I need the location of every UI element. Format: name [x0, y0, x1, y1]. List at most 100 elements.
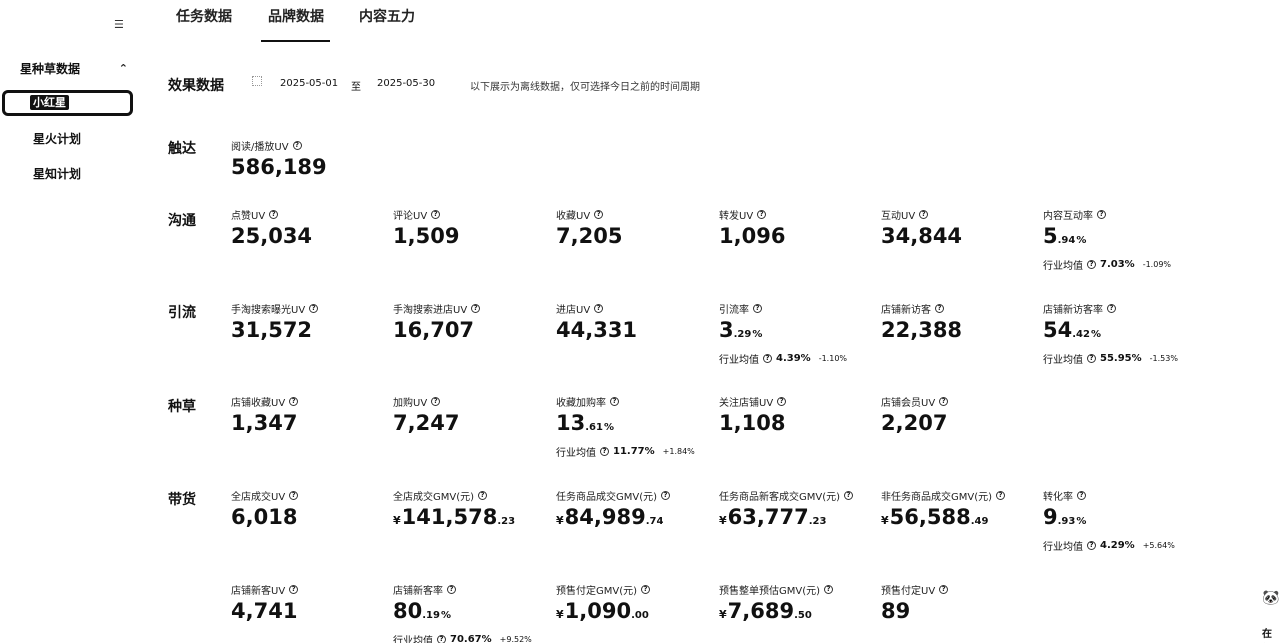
metric-card: 任务商品新客成交GMV(元)? ¥63,777.23	[719, 488, 879, 535]
metric-label-row: 转发UV?	[719, 207, 879, 222]
help-icon[interactable]: ?	[1097, 209, 1106, 219]
metric-label: 非任务商品成交GMV(元)	[881, 491, 993, 503]
help-icon[interactable]: ?	[437, 635, 446, 643]
help-icon[interactable]: ?	[292, 140, 302, 150]
help-icon[interactable]: ?	[431, 396, 441, 406]
help-icon[interactable]: ?	[757, 209, 767, 219]
help-icon[interactable]: ?	[1087, 541, 1096, 550]
metric-value-decimal: .42	[1072, 329, 1090, 340]
sidebar-group-header[interactable]: 星种草数据 ⌃	[20, 59, 130, 77]
metric-label-row: 预售付定GMV(元)?	[556, 582, 716, 597]
help-icon[interactable]: ?	[824, 584, 834, 594]
help-icon[interactable]: ?	[447, 584, 456, 594]
metric-value: 1,347	[231, 410, 391, 436]
metric-value-decimal: .23	[497, 516, 516, 527]
help-icon[interactable]: ?	[289, 396, 299, 406]
help-icon[interactable]: ?	[641, 584, 651, 594]
metric-label: 内容互动率	[1043, 210, 1093, 222]
metric-value-decimal: .00	[631, 610, 649, 621]
help-icon[interactable]: ?	[661, 490, 671, 500]
metric-label-row: 全店成交UV?	[231, 488, 391, 503]
metric-value-integer: 3	[719, 318, 734, 342]
metric-value: ¥7,689.50	[719, 598, 879, 629]
date-separator: 至	[351, 82, 361, 93]
metric-value: 13.61%	[556, 410, 716, 441]
help-icon[interactable]: ?	[289, 490, 299, 500]
metric-value-decimal: .50	[794, 610, 812, 621]
metric-label-row: 互动UV?	[881, 207, 1041, 222]
help-icon[interactable]: ?	[478, 490, 488, 500]
metric-value: 9.93%	[1043, 504, 1203, 535]
help-icon[interactable]: ?	[600, 447, 609, 456]
metric-value: 1,096	[719, 223, 879, 249]
metric-value: ¥84,989.74	[556, 504, 716, 535]
help-icon[interactable]: ?	[939, 584, 949, 594]
mascot-icon[interactable]: 🐼	[1262, 590, 1280, 606]
help-icon[interactable]: ?	[777, 396, 787, 406]
help-icon[interactable]: ?	[844, 490, 854, 500]
section-label: 带货	[168, 492, 196, 508]
metric-value-integer: 7,205	[556, 224, 623, 248]
metric-card: 预售付定UV? 89	[881, 582, 1041, 624]
tab-brand-data[interactable]: 品牌数据	[268, 9, 324, 25]
end-date-field[interactable]: 2025-05-30	[377, 78, 436, 89]
menu-icon[interactable]: ☰	[114, 18, 124, 31]
help-icon[interactable]: ?	[309, 303, 319, 313]
metric-card: 引流率? 3.29% 行业均值? 4.39% -1.10%	[719, 301, 879, 366]
sidebar-item-xinghuo[interactable]: 星火计划	[33, 132, 82, 146]
metric-label-row: 店铺新客UV?	[231, 582, 391, 597]
calendar-icon[interactable]	[252, 76, 262, 86]
metric-label: 预售付定UV	[881, 585, 936, 597]
metric-value-integer: 63,777	[727, 505, 809, 529]
metric-value-decimal: .29	[733, 329, 752, 340]
industry-average-value: 4.39%	[776, 353, 811, 364]
start-date-field[interactable]: 2025-05-01	[280, 78, 339, 89]
metric-label-row: 店铺新访客率?	[1043, 301, 1203, 316]
help-icon[interactable]: ?	[594, 209, 604, 219]
help-icon[interactable]: ?	[471, 303, 481, 313]
industry-average-row: 行业均值? 11.77% +1.84%	[556, 444, 716, 459]
metric-value-integer: 44,331	[556, 318, 638, 342]
industry-average-label: 行业均值	[719, 355, 759, 366]
metric-label-row: 手淘搜索进店UV?	[393, 301, 553, 316]
help-icon[interactable]: ?	[753, 303, 762, 313]
metric-card: 内容互动率? 5.94% 行业均值? 7.03% -1.09%	[1043, 207, 1203, 272]
industry-average-label: 行业均值	[1043, 355, 1083, 366]
help-icon[interactable]: ?	[610, 396, 619, 406]
help-icon[interactable]: ?	[939, 396, 949, 406]
help-icon[interactable]: ?	[919, 209, 929, 219]
help-icon[interactable]: ?	[1077, 490, 1086, 500]
metric-value: 80.19%	[393, 598, 553, 629]
sidebar-item-xingzhi[interactable]: 星知计划	[33, 167, 82, 181]
metric-card: 点赞UV? 25,034	[231, 207, 391, 249]
metric-value-integer: 1,509	[393, 224, 460, 248]
metric-label-row: 转化率?	[1043, 488, 1203, 503]
industry-average-label: 行业均值	[1043, 542, 1083, 553]
help-icon[interactable]: ?	[1087, 354, 1096, 363]
help-icon[interactable]: ?	[594, 303, 604, 313]
page-title: 效果数据	[168, 78, 224, 94]
metric-card: 预售付定GMV(元)? ¥1,090.00	[556, 582, 716, 629]
percent-sign: %	[440, 610, 451, 621]
help-icon[interactable]: ?	[996, 490, 1006, 500]
tab-task-data[interactable]: 任务数据	[176, 9, 232, 25]
metric-value: 16,707	[393, 317, 553, 343]
metric-label-row: 店铺新访客?	[881, 301, 1041, 316]
section-label: 沟通	[168, 213, 196, 229]
sidebar-item-xiaohongxing[interactable]: 小红星	[30, 95, 69, 110]
online-service-label[interactable]: 在线	[1262, 629, 1272, 640]
industry-average-row: 行业均值? 4.39% -1.10%	[719, 351, 879, 366]
help-icon[interactable]: ?	[935, 303, 944, 313]
help-icon[interactable]: ?	[763, 354, 772, 363]
help-icon[interactable]: ?	[289, 584, 299, 594]
help-icon[interactable]: ?	[1107, 303, 1116, 313]
industry-average-label: 行业均值	[393, 636, 433, 643]
metric-value-integer: 89	[881, 599, 911, 623]
metric-value-decimal: .23	[808, 516, 827, 527]
metric-label-row: 全店成交GMV(元)?	[393, 488, 553, 503]
help-icon[interactable]: ?	[431, 209, 441, 219]
help-icon[interactable]: ?	[1087, 260, 1096, 269]
tab-content-power[interactable]: 内容五力	[359, 9, 415, 25]
metric-value-integer: 9	[1043, 505, 1058, 529]
help-icon[interactable]: ?	[269, 209, 279, 219]
